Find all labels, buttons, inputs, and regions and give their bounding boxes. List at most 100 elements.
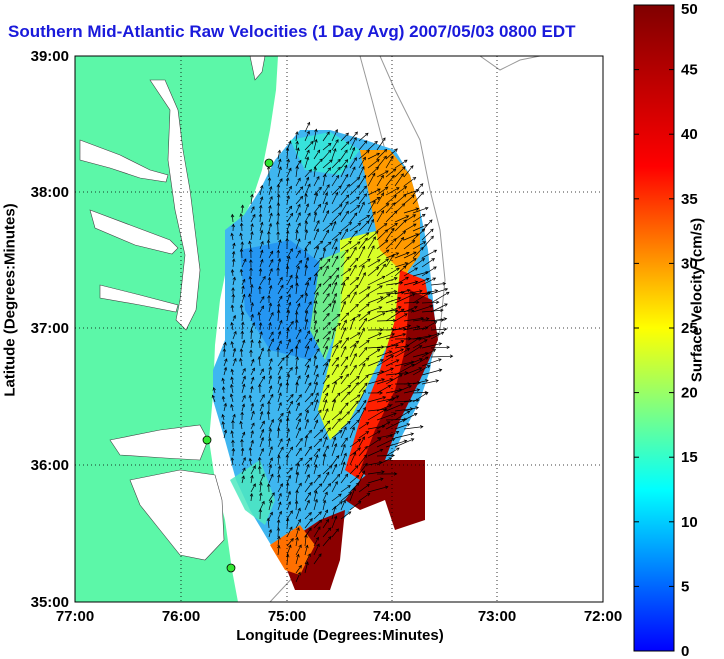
velocity-vector-head: [362, 272, 366, 276]
velocity-vector: [385, 359, 399, 367]
velocity-vector: [277, 258, 281, 268]
velocity-vector: [268, 223, 272, 232]
velocity-vector-head: [297, 203, 301, 208]
velocity-vector-head: [280, 284, 284, 289]
velocity-vector-head: [258, 383, 262, 388]
velocity-vector-head: [346, 391, 351, 396]
velocity-vector-head: [223, 366, 228, 371]
velocity-vector-head: [379, 448, 384, 453]
velocity-vector: [222, 421, 225, 430]
velocity-vector: [304, 402, 314, 412]
velocity-vector: [304, 122, 310, 133]
velocity-vector-head: [336, 473, 341, 478]
velocity-vector: [349, 317, 355, 331]
velocity-vector: [394, 433, 414, 439]
velocity-vector: [331, 246, 338, 259]
velocity-vector-head: [250, 474, 254, 479]
velocity-vector: [367, 296, 384, 304]
velocity-vector-head: [357, 332, 361, 336]
velocity-vector: [367, 471, 385, 475]
velocity-vector-head: [357, 438, 362, 443]
velocity-vector-head: [384, 229, 389, 233]
velocity-vector-head: [374, 231, 379, 235]
velocity-vector-head: [240, 411, 244, 416]
velocity-vector: [286, 367, 293, 376]
velocity-vector: [358, 400, 367, 412]
velocity-vector-head: [306, 364, 310, 369]
velocity-vector: [403, 301, 419, 304]
velocity-vector-head: [257, 311, 261, 316]
velocity-vector-head: [415, 207, 420, 211]
velocity-vector-head: [240, 438, 244, 443]
velocity-vector-head: [250, 231, 254, 235]
velocity-vector-head: [425, 356, 429, 360]
velocity-vector-head: [396, 187, 400, 191]
velocity-vector-head: [356, 241, 361, 245]
velocity-vector: [394, 173, 404, 187]
velocity-vector: [286, 491, 291, 502]
velocity-vector-head: [344, 437, 348, 441]
velocity-vector-head: [270, 331, 274, 336]
x-tick-label: 72:00: [584, 608, 622, 625]
colorbar-tick-label: 45: [681, 62, 698, 79]
velocity-vector: [349, 376, 360, 385]
velocity-vector: [241, 223, 243, 232]
velocity-vector: [241, 285, 244, 295]
velocity-vector-head: [221, 377, 225, 382]
velocity-vector-head: [429, 219, 433, 223]
velocity-vector-head: [405, 344, 410, 348]
velocity-vector: [421, 369, 442, 376]
velocity-vector: [259, 213, 262, 223]
velocity-vector-head: [387, 384, 392, 388]
velocity-vector-head: [307, 491, 312, 496]
velocity-vector: [367, 141, 378, 151]
velocity-vector: [268, 338, 274, 349]
velocity-vector: [331, 300, 336, 313]
velocity-vector-head: [268, 285, 273, 289]
velocity-vector: [223, 430, 227, 439]
velocity-vector-head: [304, 193, 308, 197]
velocity-vector-head: [250, 339, 254, 343]
velocity-vector: [304, 319, 308, 331]
velocity-vector: [322, 465, 333, 475]
velocity-vector-head: [343, 345, 347, 350]
velocity-vector-head: [402, 230, 407, 235]
velocity-vector-head: [371, 245, 375, 249]
velocity-vector: [295, 222, 301, 232]
velocity-vector-head: [267, 230, 271, 235]
velocity-vector: [367, 236, 376, 250]
velocity-vector-head: [230, 232, 234, 237]
velocity-vector-head: [240, 204, 245, 209]
velocity-vector-head: [315, 338, 319, 343]
velocity-vector-head: [296, 553, 300, 558]
velocity-vector-head: [288, 544, 292, 549]
velocity-vector: [249, 447, 252, 457]
colorbar-tick-label: 5: [681, 578, 689, 595]
velocity-vector: [349, 196, 360, 205]
velocity-vector-head: [362, 362, 366, 367]
velocity-vector-head: [276, 346, 280, 351]
velocity-vector: [403, 194, 415, 205]
velocity-vector: [367, 285, 383, 295]
estuary-3: [99, 284, 179, 313]
velocity-vector: [295, 238, 301, 250]
velocity-vector-head: [347, 384, 352, 389]
velocity-vector-head: [395, 359, 400, 363]
velocity-vector: [367, 378, 385, 385]
velocity-vector-head: [287, 437, 291, 442]
velocity-vector: [322, 500, 326, 511]
velocity-vector-head: [338, 212, 342, 216]
y-tick-label: 38:00: [31, 184, 69, 201]
velocity-vector: [313, 382, 318, 394]
velocity-vector: [430, 318, 447, 322]
velocity-vector: [322, 258, 331, 268]
velocity-vector-head: [308, 445, 312, 450]
velocity-vector: [331, 443, 337, 457]
velocity-vector-head: [385, 258, 390, 262]
velocity-vector-head: [391, 438, 396, 442]
velocity-vector: [376, 421, 391, 430]
velocity-vector-head: [348, 221, 353, 226]
velocity-vector-head: [384, 485, 389, 490]
velocity-vector-head: [402, 332, 407, 337]
velocity-vector-head: [327, 527, 332, 531]
